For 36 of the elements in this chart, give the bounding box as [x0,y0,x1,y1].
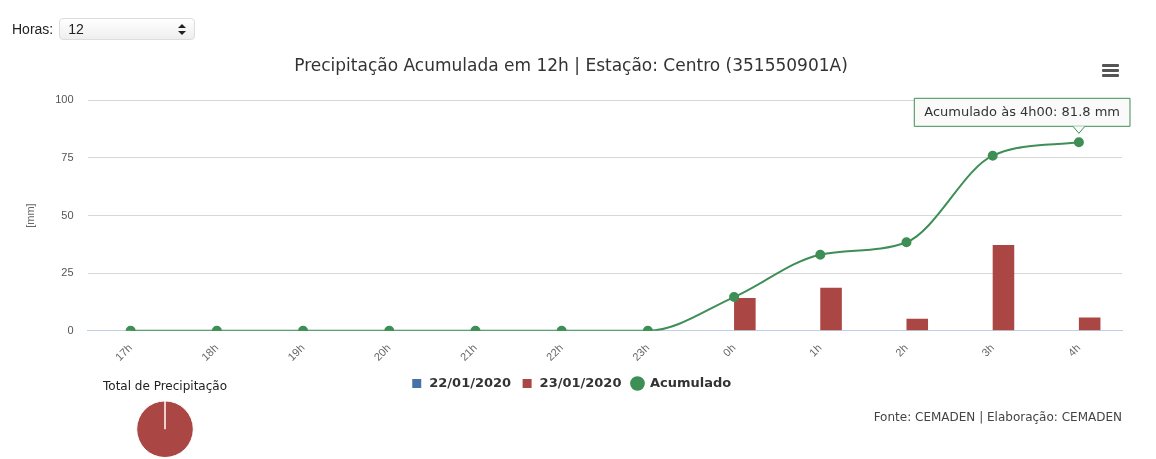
bar [992,245,1015,331]
annotation: Acumulado às 4h00: 81.8 mm [924,103,1121,119]
y-tick-label: 0 [67,323,74,336]
point [815,249,826,260]
text: Horas: [12,21,54,37]
bar [820,287,842,331]
x-tick-label: 22h [543,341,566,363]
y-tick-label: 100 [55,93,74,106]
bar [1078,317,1101,331]
legend-label: 22/01/2020 [429,374,512,390]
y-axis-title: [mm] [23,203,36,228]
x-tick-label: 1h [806,341,824,359]
dropdown-field: 12 [59,18,196,40]
chart-title: Precipitação Acumulada em 12h | Estação: Centro (351550901A) [294,54,848,75]
x-tick-label: 4h [1065,341,1083,359]
chart-title: Total de Precipitação [102,379,227,394]
source-note: Fonte: CEMADEN | Elaboração: CEMADEN [873,410,1122,425]
x-tick-label: 23h [629,341,652,363]
x-tick-label: 2h [892,341,911,359]
y-tick-label: 50 [61,208,74,221]
y-tick-label: 25 [61,266,74,279]
bar [906,318,929,331]
x-tick-label: 0h [720,341,738,359]
y-tick-label: 75 [61,151,74,163]
legend-label: Acumulado [649,374,732,390]
x-tick-label: 20h [371,341,393,363]
legend-label: 23/01/2020 [539,374,622,390]
x-tick-label: 17h [112,341,135,363]
x-tick-label: 3h [979,341,997,359]
point [987,150,998,161]
point [901,237,912,248]
x-tick-label: 18h [198,341,221,363]
point [1073,137,1084,148]
bar [734,297,756,331]
x-tick-label: 19h [285,341,307,363]
x-tick-label: 21h [457,341,480,363]
